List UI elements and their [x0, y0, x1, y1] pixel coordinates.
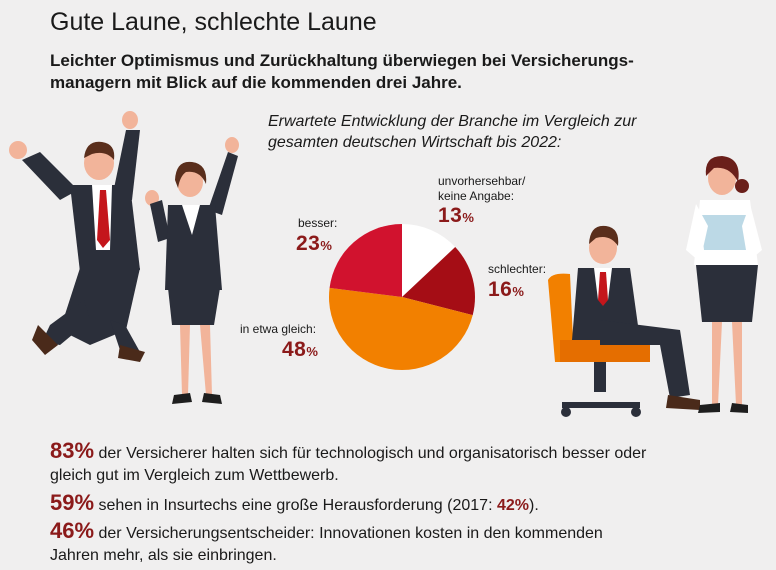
slice-label-unvorhersehbar: unvorhersehbar/ keine Angabe: [438, 174, 526, 203]
pie-slice-2 [329, 287, 473, 370]
slice-label-gleich: in etwa gleich: [240, 322, 317, 336]
stat-59: 59% sehen in Insurtechs eine große Herau… [50, 490, 539, 515]
pie-slice-0 [402, 224, 456, 297]
page-title: Gute Laune, schlechte Laune [50, 8, 377, 36]
slice-value-schlechter: 16% [488, 278, 525, 301]
slice-value-unvorhersehbar: 13% [438, 204, 475, 227]
slice-value-besser: 23% [296, 232, 333, 255]
slice-value-gleich: 48% [282, 338, 319, 361]
pie-chart [329, 224, 475, 370]
pie-slice-3 [329, 224, 402, 297]
stat-83: 83% der Versicherer halten sich für tech… [50, 438, 647, 485]
slice-label-schlechter: schlechter: [488, 262, 547, 276]
pie-slice-1 [402, 247, 475, 316]
standing-woman-figure [686, 156, 762, 413]
stat-46: 46% der Versicherungsentscheider: Innova… [50, 518, 603, 565]
cheering-woman-figure [145, 137, 239, 404]
cheering-man-figure [9, 111, 145, 362]
sitting-man-figure [548, 225, 700, 417]
slice-label-besser: besser: [298, 216, 338, 230]
chart-title: Erwartete Entwicklung der Branche im Ver… [268, 113, 637, 151]
page-subtitle: Leichter Optimismus und Zurückhaltung üb… [50, 51, 634, 92]
